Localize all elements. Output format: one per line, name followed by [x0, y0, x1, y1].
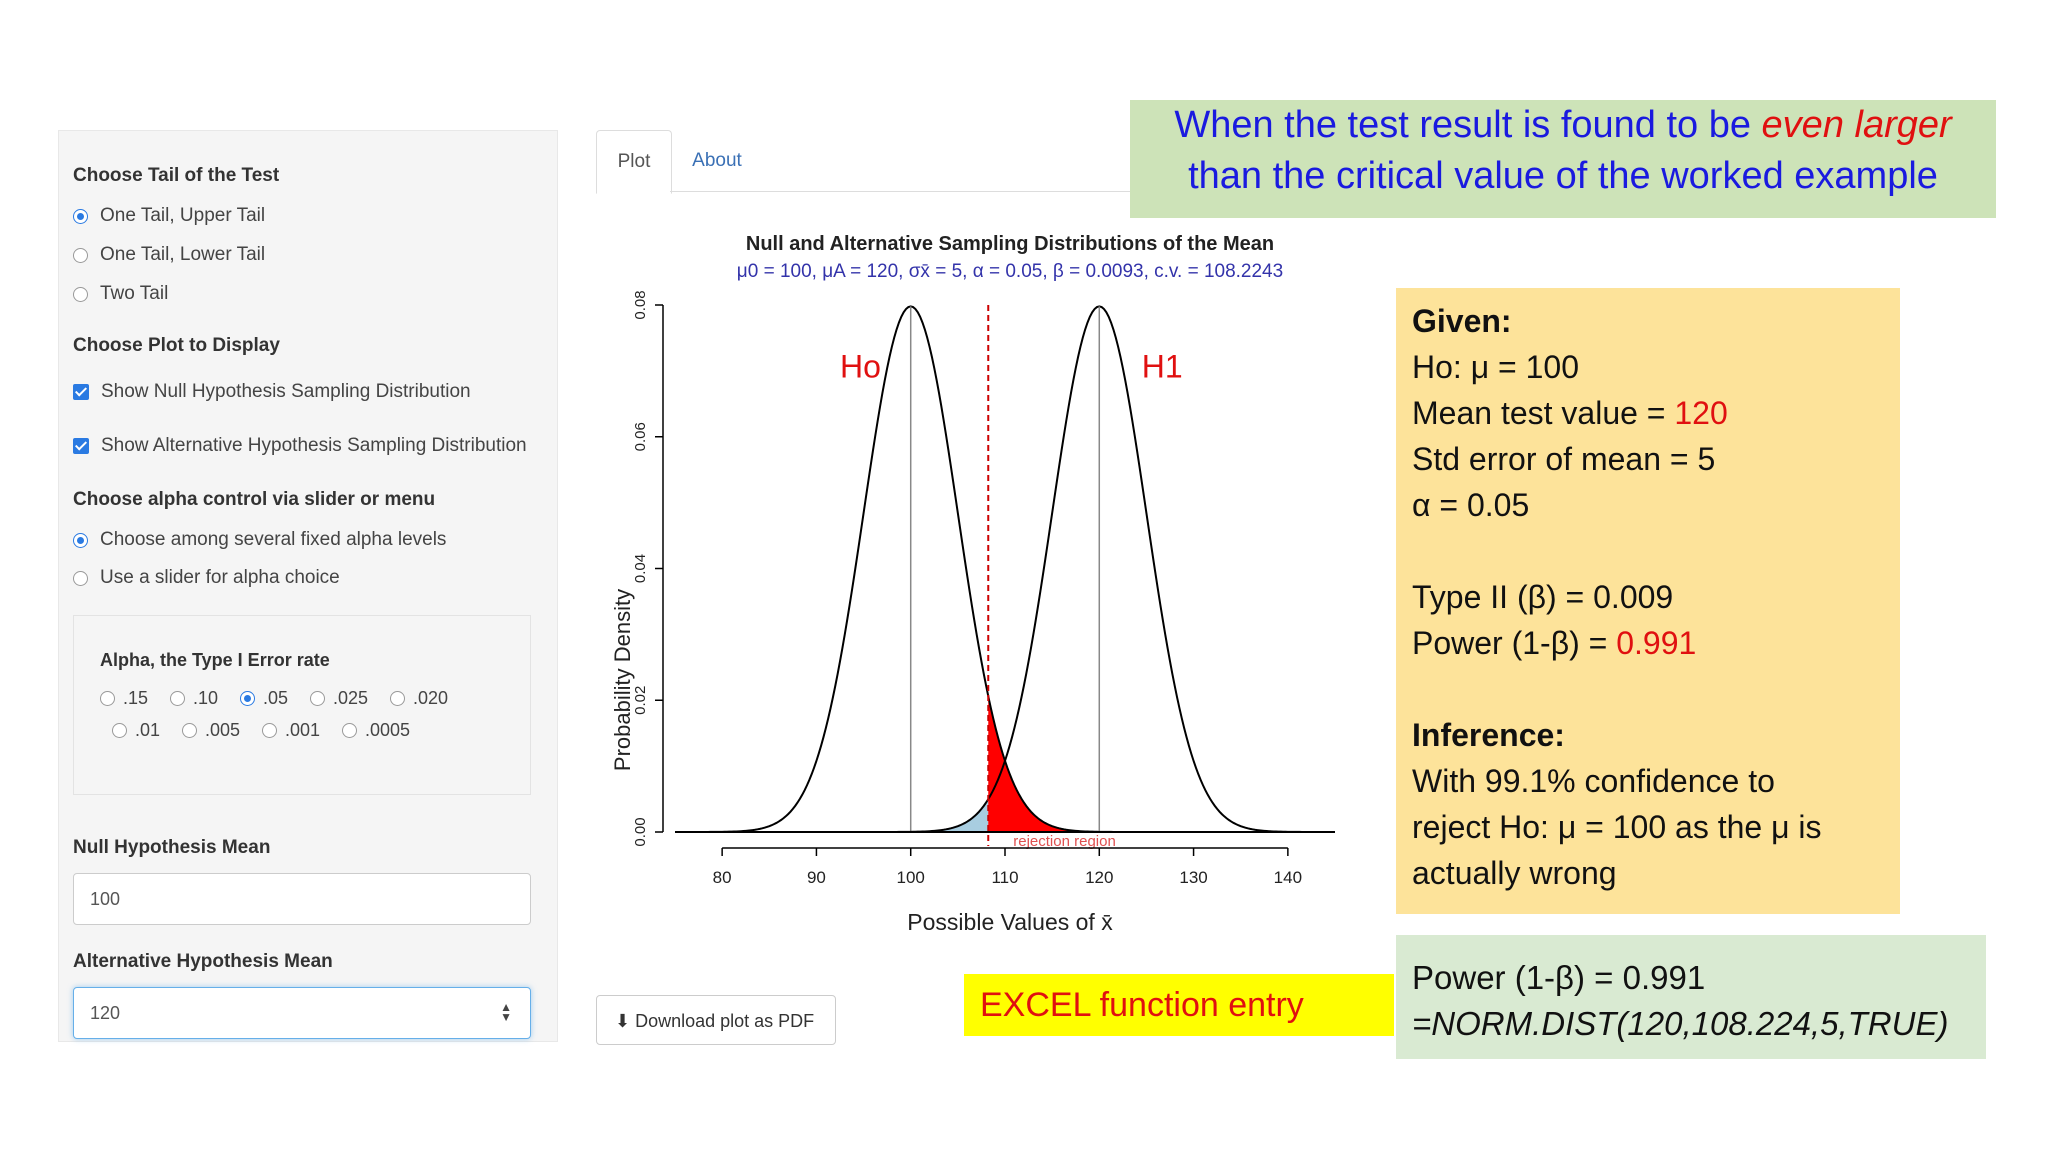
inference-line2: reject Ho: μ = 100 as the μ is [1412, 809, 1822, 845]
y-tick-label: 0.06 [632, 422, 649, 451]
radio-icon[interactable] [73, 532, 88, 548]
chart-title: Null and Alternative Sampling Distributi… [746, 233, 1274, 255]
inference-line3: actually wrong [1412, 855, 1617, 891]
x-axis-label: Possible Values of x̄ [907, 909, 1113, 935]
series-label-h1: H1 [1142, 348, 1183, 384]
x-tick-label: 80 [713, 868, 732, 887]
given-box: Given: Ho: μ = 100 Mean test value = 120… [1396, 288, 1900, 914]
given-alpha: α = 0.05 [1412, 487, 1530, 523]
radio-icon[interactable] [310, 691, 325, 706]
alpha-option[interactable]: .05 [240, 688, 288, 709]
plot-option-alt[interactable]: Show Alternative Hypothesis Sampling Dis… [73, 435, 527, 457]
inference-line1: With 99.1% confidence to [1412, 763, 1775, 799]
alpha-option[interactable]: .005 [182, 720, 240, 741]
alpha-option[interactable]: .01 [112, 720, 160, 741]
formula-box: Power (1-β) = 0.991 =NORM.DIST(120,108.2… [1396, 935, 1986, 1059]
radio-icon[interactable] [342, 723, 357, 738]
x-tick-label: 140 [1274, 868, 1302, 887]
sidebar-panel: Choose Tail of the Test One Tail, Upper … [58, 130, 558, 1042]
alpha-option[interactable]: .020 [390, 688, 448, 709]
checkbox-icon[interactable] [73, 384, 89, 400]
y-tick-label: 0.02 [632, 686, 649, 715]
null-mean-label: Null Hypothesis Mean [73, 837, 271, 858]
x-tick-label: 110 [991, 868, 1018, 887]
radio-icon[interactable] [73, 570, 88, 586]
alpha-box: Alpha, the Type I Error rate .15 .10 .05… [73, 615, 531, 795]
tab-divider [670, 191, 1130, 192]
radio-icon[interactable] [182, 723, 197, 738]
plot-option-null[interactable]: Show Null Hypothesis Sampling Distributi… [73, 381, 471, 403]
download-icon: ⬇ [615, 1011, 636, 1031]
given-mean: Mean test value = 120 [1412, 395, 1728, 431]
y-tick-label: 0.08 [632, 290, 649, 319]
alpha-control-fixed[interactable]: Choose among several fixed alpha levels [73, 529, 446, 551]
x-tick-label: 100 [897, 868, 925, 887]
alpha-control-slider[interactable]: Use a slider for alpha choice [73, 567, 340, 589]
alpha-option[interactable]: .025 [310, 688, 368, 709]
alpha-option[interactable]: .10 [170, 688, 218, 709]
x-tick-label: 120 [1085, 868, 1113, 887]
excel-label: EXCEL function entry [964, 974, 1394, 1036]
x-tick-label: 90 [807, 868, 826, 887]
alpha-title: Alpha, the Type I Error rate [100, 650, 330, 670]
curve-ho [674, 305, 1147, 833]
callout-banner: When the test result is found to be even… [1130, 100, 1996, 218]
alpha-option[interactable]: .15 [100, 688, 148, 709]
tail-option-two[interactable]: Two Tail [73, 283, 168, 305]
radio-icon[interactable] [73, 247, 88, 263]
curve-h1 [863, 305, 1336, 833]
tail-option-upper[interactable]: One Tail, Upper Tail [73, 205, 265, 227]
given-se: Std error of mean = 5 [1412, 441, 1716, 477]
given-title: Given: [1412, 303, 1512, 339]
radio-icon[interactable] [100, 691, 115, 706]
alt-mean-label: Alternative Hypothesis Mean [73, 951, 333, 972]
plot-title: Choose Plot to Display [73, 335, 280, 356]
tail-option-lower[interactable]: One Tail, Lower Tail [73, 244, 265, 266]
radio-icon[interactable] [240, 691, 255, 706]
alpha-option[interactable]: .001 [262, 720, 320, 741]
sampling-distribution-chart: Null and Alternative Sampling Distributi… [610, 233, 1336, 935]
alpha-control-title: Choose alpha control via slider or menu [73, 489, 436, 510]
spinner-icon[interactable]: ▲ ▼ [500, 1000, 512, 1024]
tab-plot[interactable]: Plot [596, 130, 672, 194]
null-mean-input[interactable]: 100 [73, 873, 531, 925]
given-ho: Ho: μ = 100 [1412, 349, 1579, 385]
tail-title: Choose Tail of the Test [73, 165, 280, 186]
formula-line2: =NORM.DIST(120,108.224,5,TRUE) [1412, 1005, 1949, 1042]
checkbox-icon[interactable] [73, 438, 89, 454]
series-label-ho: Ho [840, 348, 881, 384]
given-power: Power (1-β) = 0.991 [1412, 625, 1697, 661]
callout-line1: When the test result is found to be even… [1174, 104, 1952, 146]
tab-about[interactable]: About [692, 150, 742, 171]
chart-subtitle: μ0 = 100, μA = 120, σx̄ = 5, α = 0.05, β… [737, 261, 1283, 282]
download-pdf-button[interactable]: ⬇ Download plot as PDF [596, 995, 836, 1045]
y-tick-label: 0.04 [632, 554, 649, 583]
radio-icon[interactable] [112, 723, 127, 738]
formula-line1: Power (1-β) = 0.991 [1412, 959, 1706, 996]
beta-region [875, 799, 989, 832]
given-type2: Type II (β) = 0.009 [1412, 579, 1674, 615]
inference-title: Inference: [1412, 717, 1565, 753]
radio-icon[interactable] [390, 691, 405, 706]
radio-icon[interactable] [170, 691, 185, 706]
y-axis-label: Probability Density [610, 589, 635, 771]
x-tick-label: 130 [1179, 868, 1207, 887]
radio-icon[interactable] [262, 723, 277, 738]
alpha-option[interactable]: .0005 [342, 720, 410, 741]
y-tick-label: 0.00 [632, 817, 649, 846]
radio-icon[interactable] [73, 208, 88, 224]
radio-icon[interactable] [73, 286, 88, 302]
callout-line2: than the critical value of the worked ex… [1188, 155, 1938, 197]
alt-mean-input[interactable]: 120 ▲ ▼ [73, 987, 531, 1039]
rejection-region-label: rejection region [1013, 833, 1116, 850]
